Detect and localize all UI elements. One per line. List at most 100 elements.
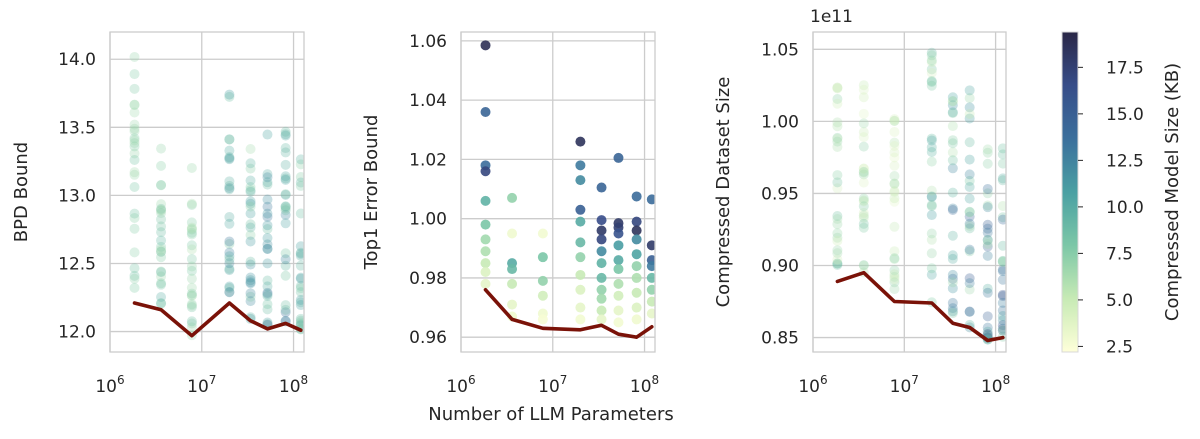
scatter-point [947,253,958,264]
scatter-point [646,284,655,295]
scatter-point [964,175,975,186]
scatter-point [964,223,975,234]
scatter-point [858,212,869,223]
scatter-point [613,255,624,266]
scatter-point [262,287,273,298]
scatter-point [947,100,958,111]
scatter-point [280,126,291,137]
scatter-point [480,219,491,230]
scatter-point [889,254,900,265]
scatter-point [947,250,958,261]
scatter-point [262,179,273,190]
scatter-point [964,246,975,257]
scatter-point [889,246,900,257]
scatter-point [295,313,304,324]
scatter-point [507,264,518,275]
scatter-point [295,294,304,305]
scatter-point [889,152,900,163]
scatter-point [186,300,197,311]
scatter-point [997,149,1006,160]
x-tick-label: 107 [187,373,216,397]
scatter-point [186,244,197,255]
scatter-point [947,155,958,166]
scatter-point [156,271,167,282]
scatter-point [997,311,1006,322]
scatter-point [832,228,843,239]
scatter-point [129,263,140,274]
scatter-point [262,299,273,310]
scatter-point [926,191,937,202]
scatter-point [926,263,937,274]
scatter-point [964,278,975,289]
scatter-point [926,57,937,68]
best-frontier-line [835,270,1005,343]
scatter-point [926,76,937,87]
scatter-point [156,143,167,154]
top1-error-bound-panel: 0.96 0.98 1.00 1.02 1.04 1.06 106 107 108 Top1 Er… [361,31,659,397]
scatter-point [156,292,167,303]
scatter-point [295,315,304,326]
scatter-point [480,234,491,245]
scatter-point [156,235,167,246]
scatter-point [575,136,586,147]
scatter-point [262,172,273,183]
scatter-point [224,218,235,229]
colorbar-tick-label: 2.5 [1106,337,1133,357]
scatter-point [832,170,843,181]
scatter-point [295,317,304,328]
scatter-point [889,147,900,158]
scatter-point [262,275,273,286]
colorbar-tick-label: 12.5 [1106,151,1144,171]
scatter-point [280,209,291,220]
axes-frame [460,31,656,353]
scatter-point [295,283,304,294]
scatter-point [947,204,958,215]
scatter-point [186,162,197,173]
scatter-point [858,84,869,95]
scatter-point [245,208,256,219]
scatter-point [186,299,197,310]
scatter-point [889,196,900,207]
scatter-point [964,218,975,229]
scatter-point [832,232,843,243]
scatter-point [964,85,975,96]
scatter-point [480,278,491,289]
scatter-point [224,236,235,247]
scatter-point [997,256,1006,267]
scatter-point [926,67,937,78]
scatter-point [926,185,937,196]
scatter-point [982,188,993,199]
scatter-point [982,239,993,250]
scatter-point [186,217,197,228]
scatter-point [129,247,140,258]
scatter-point [858,166,869,177]
scatter-point [964,273,975,284]
scatter-point [224,247,235,258]
y-axis-label: Top1 Error Bound [361,115,382,271]
scatter-point [280,143,291,154]
scatter-point [186,322,197,333]
scatter-point [186,227,197,238]
scatter-point [947,308,958,319]
scatter-point [997,325,1006,336]
scatter-point [964,306,975,317]
scatter-point [947,121,958,132]
scatter-point [947,306,958,317]
scatter-point [186,254,197,265]
scatter-point [480,258,491,269]
scatter-point [858,196,869,207]
scatter-point [947,107,958,118]
scatter-point [947,96,958,107]
scatter-point [947,187,958,198]
scatter-point [997,173,1006,184]
scatter-point [596,293,607,304]
scatter-point [832,121,843,132]
scatter-point [596,234,607,245]
scatter-point [947,297,958,308]
scatter-point [156,278,167,289]
scatter-point [858,141,869,152]
scatter-point [889,178,900,189]
scatter-point [129,167,140,178]
compressed-dataset-size-panel: 0.85 0.90 0.95 1.00 1.05 106 107 108 Compressed … [713,7,1010,397]
scatter-point [280,171,291,182]
